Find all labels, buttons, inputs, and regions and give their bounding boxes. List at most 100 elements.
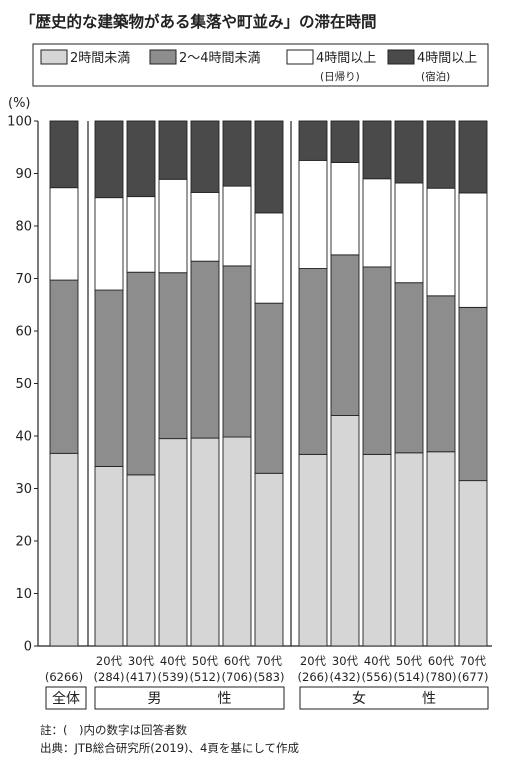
x-tick-label-count: (677) xyxy=(458,670,489,684)
legend-swatch xyxy=(286,49,314,65)
bar-segment xyxy=(94,120,124,199)
x-tick-label-age: 50代 xyxy=(192,654,219,668)
legend-label: 4時間以上 xyxy=(417,51,477,66)
bar-segment xyxy=(458,306,488,482)
y-tick-label: 20 xyxy=(15,535,32,550)
bar-segment xyxy=(330,415,360,647)
bar-segment xyxy=(158,438,188,647)
bars xyxy=(49,120,488,647)
x-tick-label-count: (539) xyxy=(158,670,189,684)
bar-segment xyxy=(158,178,188,274)
bar-segment xyxy=(222,436,252,647)
bar-segment xyxy=(298,120,328,161)
bar-segment xyxy=(394,120,424,184)
bar-segment xyxy=(254,302,284,474)
x-tick-label-age: 50代 xyxy=(396,654,423,668)
x-tick-label-age: 60代 xyxy=(428,654,455,668)
y-tick-label: 80 xyxy=(15,220,32,235)
legend-label: 2～4時間未満 xyxy=(179,51,261,66)
x-tick-label-count: (583) xyxy=(254,670,285,684)
bar-segment xyxy=(49,187,79,281)
x-tick-label-count: (6266) xyxy=(45,670,83,684)
x-tick-label-age: 20代 xyxy=(96,654,123,668)
x-tick-label-age: 30代 xyxy=(332,654,359,668)
group-label: 女 性 xyxy=(352,690,436,707)
x-tick-label-count: (284) xyxy=(94,670,125,684)
y-tick-label: 10 xyxy=(15,587,32,602)
bar-segment xyxy=(426,295,456,453)
x-tick-label-count: (514) xyxy=(394,670,425,684)
bar-segment xyxy=(298,453,328,647)
bar-segment xyxy=(190,260,220,439)
group-label-box xyxy=(299,686,489,710)
y-tick-label: 40 xyxy=(15,430,32,445)
x-tick-label-age: 20代 xyxy=(300,654,327,668)
bar-segment xyxy=(362,266,392,455)
bar-segment xyxy=(94,289,124,467)
bar-segment xyxy=(190,120,220,193)
y-tick-label: 50 xyxy=(15,377,32,392)
x-tick-label-age: 30代 xyxy=(128,654,155,668)
note-respondents: 註：( )内の数字は回答者数 xyxy=(40,723,187,737)
group-label-box xyxy=(94,686,285,710)
bar-segment xyxy=(426,451,456,647)
legend-swatch xyxy=(387,49,415,65)
bar-segment xyxy=(158,272,188,440)
legend-swatch xyxy=(40,49,68,65)
bar-segment xyxy=(298,268,328,455)
bar-segment xyxy=(222,185,252,267)
bar-segment xyxy=(362,120,392,180)
bar-segment xyxy=(49,452,79,647)
x-tick-label-age: 70代 xyxy=(460,654,487,668)
y-tick-label: 70 xyxy=(15,272,32,287)
bar-segment xyxy=(330,120,360,163)
x-tick-label-count: (706) xyxy=(222,670,253,684)
group-label: 全体 xyxy=(52,690,80,707)
y-tick-label: 60 xyxy=(15,325,32,340)
y-tick-label: 0 xyxy=(24,640,32,655)
legend-swatch xyxy=(149,49,177,65)
bar-segment xyxy=(330,162,360,256)
bar-segment xyxy=(394,452,424,647)
bar-segment xyxy=(458,480,488,647)
y-tick-label: 90 xyxy=(15,167,32,182)
x-tick-label-age: 40代 xyxy=(160,654,187,668)
x-axis-labels: (6266)20代(284)30代(417)40代(539)50代(512)60… xyxy=(45,654,489,684)
bar-segment xyxy=(126,474,156,647)
bar-segment xyxy=(298,159,328,269)
bar-segment xyxy=(126,120,156,198)
bar-segment xyxy=(426,120,456,189)
bar-segment xyxy=(362,453,392,647)
bar-segment xyxy=(94,197,124,291)
bar-segment xyxy=(458,120,488,194)
bar-segment xyxy=(458,192,488,308)
x-tick-label-age: 60代 xyxy=(224,654,251,668)
chart-title: 「歴史的な建築物がある集落や町並み」の滞在時間 xyxy=(20,12,377,31)
bar-segment xyxy=(49,120,79,189)
bar-segment xyxy=(222,120,252,187)
legend-sublabel: (日帰り) xyxy=(320,70,360,83)
bar-segment xyxy=(126,196,156,273)
legend: 2時間未満 2～4時間未満 4時間以上 (日帰り) 4時間以上 (宿泊) xyxy=(40,49,477,83)
x-tick-label-count: (432) xyxy=(330,670,361,684)
bar-segment xyxy=(222,265,252,438)
y-axis-unit: (%) xyxy=(8,96,31,111)
legend-sublabel: (宿泊) xyxy=(421,70,450,83)
bar-segment xyxy=(254,472,284,647)
x-tick-label-count: (556) xyxy=(362,670,393,684)
legend-label: 2時間未満 xyxy=(70,51,130,66)
legend-label: 4時間以上 xyxy=(316,51,376,66)
x-tick-label-count: (512) xyxy=(190,670,221,684)
bar-segment xyxy=(49,279,79,454)
x-tick-label-count: (266) xyxy=(298,670,329,684)
bar-segment xyxy=(394,282,424,454)
x-tick-label-age: 40代 xyxy=(364,654,391,668)
bar-segment xyxy=(330,254,360,416)
x-tick-label-count: (780) xyxy=(426,670,457,684)
y-axis: 0 10 20 30 40 50 60 70 80 90 100 xyxy=(7,115,492,655)
bar-segment xyxy=(158,120,188,180)
bar-segment xyxy=(426,187,456,297)
bar-segment xyxy=(362,178,392,268)
group-labels: 全体 男 性 女 性 xyxy=(45,686,489,710)
